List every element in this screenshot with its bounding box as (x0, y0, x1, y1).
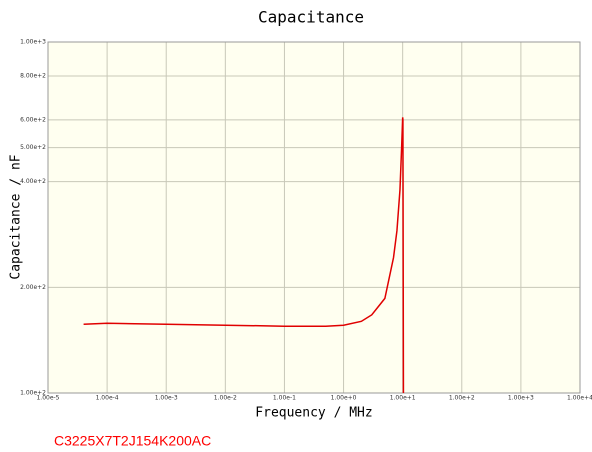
x-tick-label: 1.00e-2 (214, 395, 237, 402)
plot-area (48, 42, 580, 393)
y-axis-label: Capacitance / nF (9, 154, 24, 279)
x-tick-label: 1.00e-3 (155, 395, 178, 402)
x-tick-label: 1.00e+2 (449, 395, 475, 402)
y-tick-label: 1.00e+3 (20, 39, 46, 46)
x-axis-label: Frequency / MHz (255, 406, 372, 421)
x-tick-label: 1.00e-1 (273, 395, 296, 402)
annotation: C3225X7T2J154K200AC (54, 433, 211, 449)
y-tick-label: 5.00e+2 (20, 144, 46, 151)
chart-title: Capacitance (258, 8, 364, 27)
y-tick-label: 6.00e+2 (20, 116, 46, 123)
y-tick-label: 8.00e+2 (20, 73, 46, 80)
x-tick-label: 1.00e+3 (508, 395, 534, 402)
y-tick-label: 1.00e+2 (20, 390, 46, 397)
x-tick-label: 1.00e-4 (96, 395, 119, 402)
data-line (83, 117, 405, 393)
x-tick-label: 1.00e+1 (390, 395, 416, 402)
y-tick-label: 2.00e+2 (20, 284, 46, 291)
x-tick-label: 1.00e+0 (331, 395, 357, 402)
x-tick-label: 1.00e-5 (36, 395, 59, 402)
y-tick-label: 4.00e+2 (20, 178, 46, 185)
x-tick-label: 1.00e+4 (567, 395, 592, 402)
plot-frame (47, 41, 581, 394)
